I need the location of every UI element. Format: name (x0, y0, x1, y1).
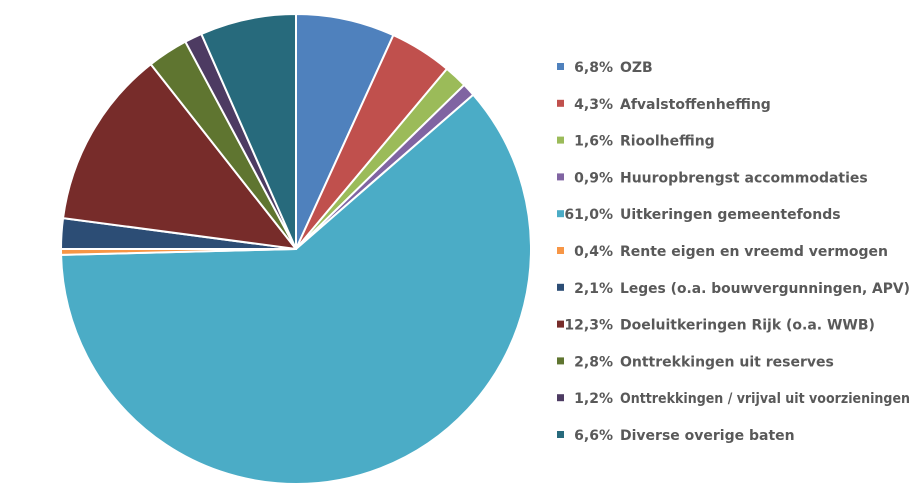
legend-item: 2,8% Onttrekkingen uit reserves (557, 354, 834, 370)
pie-slice-doeluitkeringen-rijk-o-a-wwb (62, 63, 297, 250)
legend-value: 61,0% (564, 207, 613, 223)
legend-value: 2,8% (574, 354, 613, 370)
legend-value: 1,2% (574, 391, 613, 407)
legend-value: 6,8% (574, 60, 613, 76)
legend-item: 2,1% Leges (o.a. bouwvergunningen, APV) (557, 281, 910, 297)
legend-label: Afvalstoffenheffing (620, 97, 771, 113)
legend-label: Uitkeringen gemeentefonds (620, 207, 841, 223)
legend-value: 2,1% (574, 281, 613, 297)
legend-label: Diverse overige baten (620, 428, 795, 444)
legend-label: OZB (620, 60, 653, 76)
legend-marker (557, 210, 564, 218)
legend-label: Onttrekkingen uit reserves (620, 354, 834, 370)
pie-slice-diverse-overige-baten (200, 13, 297, 250)
legend-item: 12,3% Doeluitkeringen Rijk (o.a. WWB) (557, 318, 875, 334)
legend-label: Leges (o.a. bouwvergunningen, APV) (620, 281, 910, 297)
legend-marker (557, 320, 564, 328)
legend-marker (557, 394, 564, 402)
legend-value: 12,3% (564, 318, 613, 334)
legend-marker (557, 173, 564, 181)
legend-item: 0,4% Rente eigen en vreemd vermogen (557, 244, 888, 260)
legend: 6,8% OZB 4,3% Afvalstoffenheffing 1,6% Rioolh… (557, 60, 910, 444)
legend-value: 0,4% (574, 244, 613, 260)
legend-marker (557, 357, 564, 365)
legend-value: 6,6% (574, 428, 613, 444)
legend-item: 6,6% Diverse overige baten (557, 428, 795, 444)
legend-marker (557, 63, 564, 70)
legend-label: Doeluitkeringen Rijk (o.a. WWB) (620, 318, 875, 334)
legend-marker (557, 283, 564, 291)
legend-marker (557, 431, 564, 438)
legend-marker (557, 136, 564, 144)
legend-value: 1,6% (574, 134, 613, 150)
legend-item: 0,9% Huuropbrengst accommodaties (557, 170, 868, 186)
legend-item: 61,0% Uitkeringen gemeentefonds (557, 207, 841, 223)
legend-item: 6,8% OZB (557, 60, 653, 76)
legend-item: 1,2% Onttrekkingen / vrijval uit voorzien… (557, 391, 910, 407)
legend-marker (557, 247, 564, 254)
legend-label: Onttrekkingen / vrijval uit voorzieninge… (620, 391, 910, 407)
pie-slices (59, 13, 532, 485)
legend-item: 4,3% Afvalstoffenheffing (557, 97, 771, 113)
pie-slice-uitkeringen-gemeentefonds (60, 93, 532, 485)
legend-label: Rioolheffing (620, 134, 715, 150)
legend-value: 0,9% (574, 170, 613, 186)
legend-value: 4,3% (574, 97, 613, 113)
legend-item: 1,6% Rioolheffing (557, 134, 715, 150)
legend-marker (557, 99, 564, 107)
legend-label: Rente eigen en vreemd vermogen (620, 244, 888, 260)
legend-label: Huuropbrengst accommodaties (620, 170, 868, 186)
